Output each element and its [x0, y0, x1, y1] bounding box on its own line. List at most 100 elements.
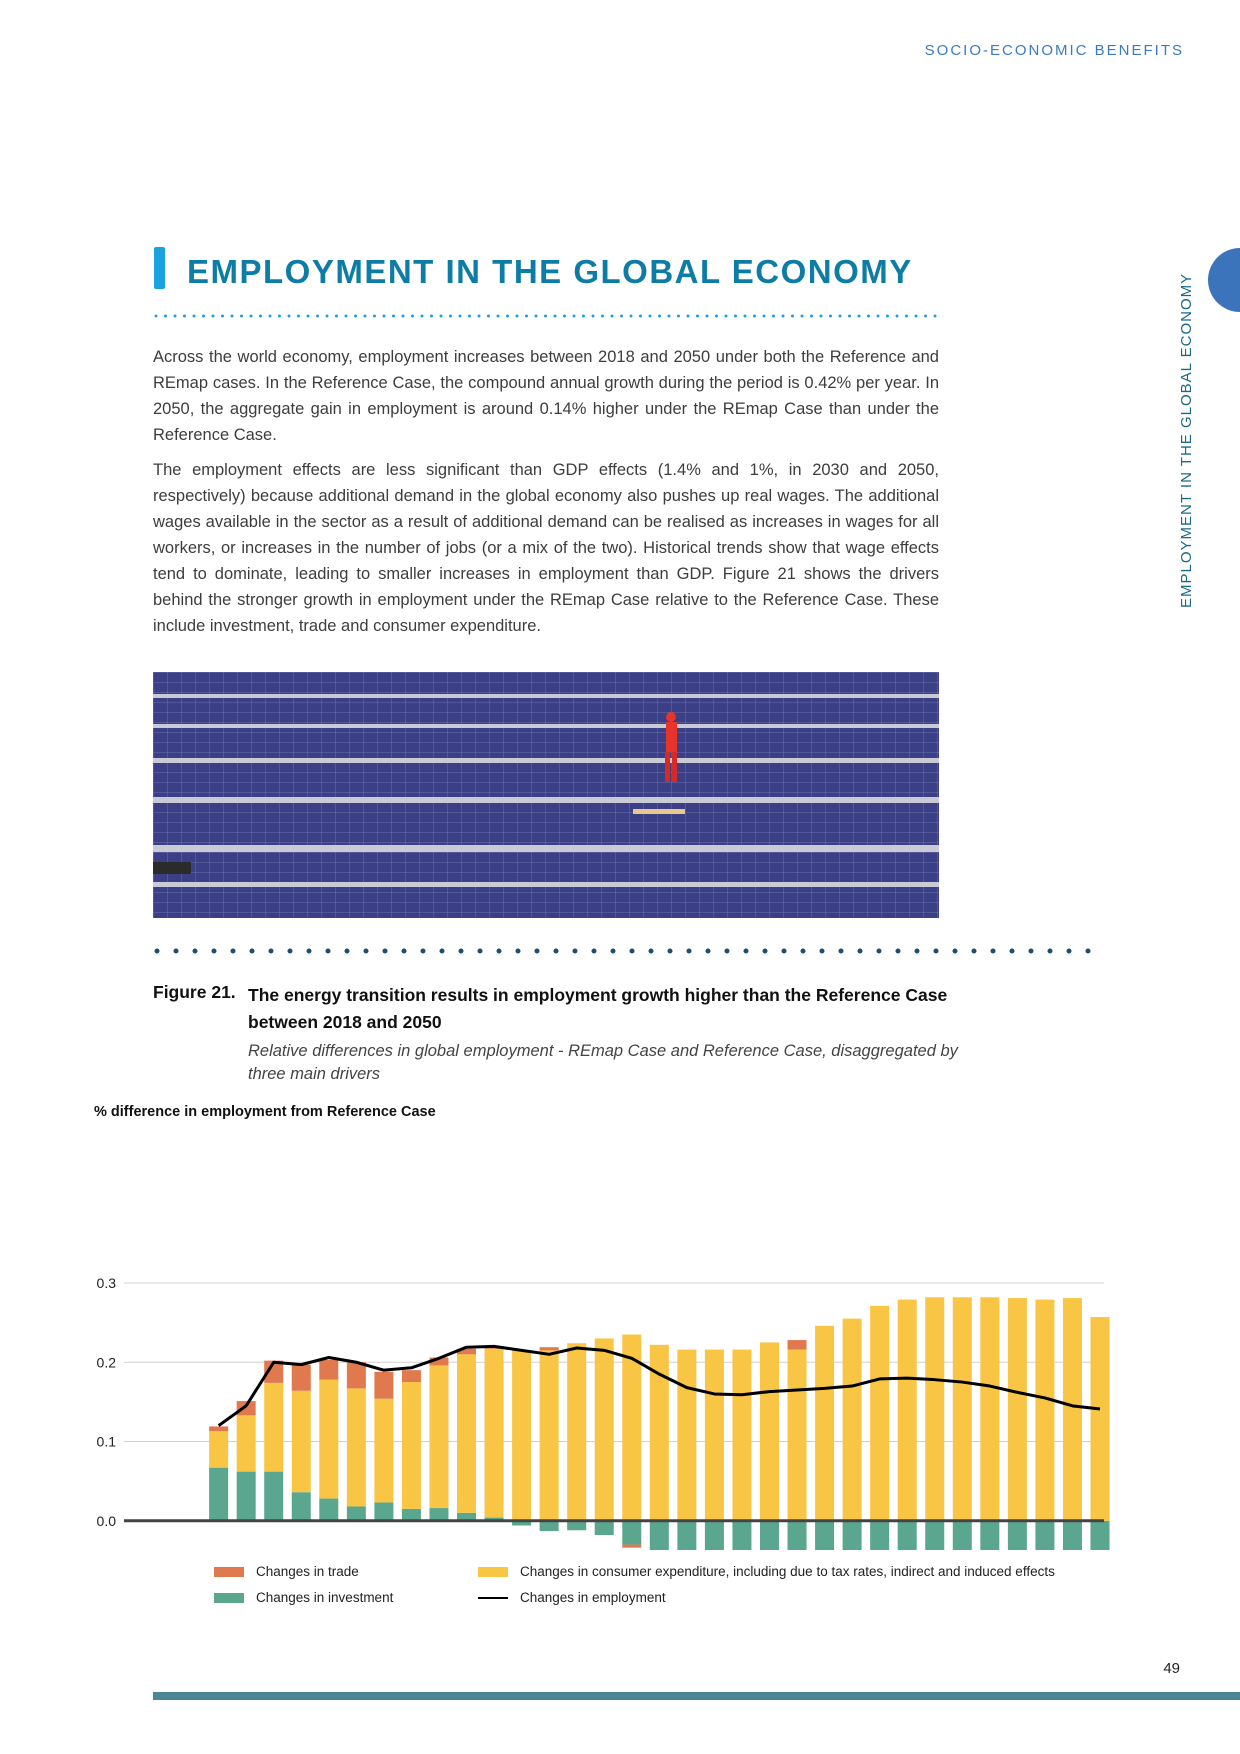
bar-segment [567, 1520, 587, 1531]
bar-segment [264, 1360, 284, 1383]
bar-segment [346, 1362, 366, 1389]
legend-item-consumer: Changes in consumer expenditure, includi… [478, 1564, 1055, 1579]
bar-segment [842, 1520, 862, 1550]
bar-segment [677, 1520, 697, 1550]
bar-segment [539, 1347, 559, 1351]
legend-label-employment: Changes in employment [520, 1590, 666, 1605]
bar-segment [787, 1349, 807, 1521]
bar-segment [594, 1338, 614, 1521]
bar-segment [374, 1398, 394, 1503]
employment-line [217, 1344, 1101, 1427]
bar-segment [1090, 1520, 1110, 1550]
bar-segment [594, 1520, 614, 1536]
solar-field-photo [153, 672, 939, 918]
bar-segment [374, 1371, 394, 1399]
bar-segment [401, 1382, 421, 1509]
bar-segment [704, 1520, 724, 1550]
bar-segment [815, 1325, 835, 1521]
bar-segment [732, 1520, 752, 1550]
figure-dotted-divider [154, 948, 1106, 954]
bar-segment [484, 1348, 504, 1518]
legend-swatch-employment [478, 1597, 508, 1600]
bar-segment [539, 1520, 559, 1532]
bar-segment [401, 1370, 421, 1383]
section-header-label: SOCIO-ECONOMIC BENEFITS [924, 42, 1184, 59]
title-accent-bar [154, 247, 165, 289]
bar-segment [704, 1349, 724, 1521]
y-tick-label: 0.0 [97, 1513, 117, 1529]
bar-segment [291, 1390, 311, 1493]
bar-segment [1007, 1520, 1027, 1550]
bar-segment [319, 1379, 339, 1499]
bar-segment [209, 1431, 229, 1468]
legend-swatch-investment [214, 1593, 244, 1604]
bar-segment [1062, 1298, 1082, 1521]
bar-segment [980, 1520, 1000, 1550]
chart-employment-line [217, 1344, 1101, 1427]
legend-label-consumer: Changes in consumer expenditure, includi… [520, 1564, 1055, 1579]
y-tick-label: 0.2 [97, 1354, 117, 1370]
bar-segment [1007, 1298, 1027, 1521]
bar-segment [649, 1520, 669, 1550]
title-dotted-divider [154, 314, 943, 318]
bar-segment [622, 1334, 642, 1521]
legend-swatch-trade [214, 1567, 244, 1578]
bar-segment [925, 1520, 945, 1550]
bar-segment [291, 1364, 311, 1391]
bar-segment [457, 1348, 477, 1355]
legend-swatch-consumer [478, 1567, 508, 1578]
bar-segment [374, 1502, 394, 1521]
figure-title: The energy transition results in employm… [248, 985, 948, 1032]
bar-segment [236, 1415, 256, 1472]
paragraph-1: Across the world economy, employment inc… [153, 348, 939, 444]
bar-segment [429, 1357, 449, 1366]
bar-segment [870, 1305, 890, 1521]
bar-segment [264, 1471, 284, 1521]
bar-segment [870, 1520, 890, 1550]
bar-segment [622, 1520, 642, 1545]
page-number: 49 [1163, 1660, 1180, 1677]
bar-segment [1062, 1520, 1082, 1550]
bar-segment [319, 1359, 339, 1380]
y-axis-title: % difference in employment from Referenc… [94, 1104, 436, 1120]
bar-segment [209, 1467, 229, 1521]
bar-segment [897, 1299, 917, 1521]
bar-segment [787, 1340, 807, 1350]
bar-segment [512, 1520, 532, 1526]
bar-segment [759, 1342, 779, 1521]
bar-segment [236, 1401, 256, 1416]
bar-segment [429, 1508, 449, 1521]
bar-segment [925, 1297, 945, 1521]
chart-y-ticks: 0.30.20.10.0-0.1 [97, 1275, 117, 1529]
bar-segment [346, 1388, 366, 1507]
bar-segment [897, 1520, 917, 1550]
bar-segment [649, 1344, 669, 1521]
legend-item-trade: Changes in trade [214, 1564, 359, 1579]
bar-segment [622, 1544, 642, 1548]
bar-segment [209, 1426, 229, 1432]
bar-segment [429, 1365, 449, 1509]
worker-figure [665, 712, 677, 782]
bar-segment [457, 1512, 477, 1521]
bar-segment [842, 1318, 862, 1521]
bar-segment [236, 1471, 256, 1521]
legend-label-trade: Changes in trade [256, 1564, 359, 1579]
bar-segment [512, 1350, 532, 1521]
legend-label-investment: Changes in investment [256, 1590, 394, 1605]
bar-segment [1035, 1520, 1055, 1550]
bar-segment [1090, 1317, 1110, 1521]
side-chapter-label: EMPLOYMENT IN THE GLOBAL ECONOMY [1178, 272, 1195, 608]
bar-segment [291, 1492, 311, 1521]
footer-bar [153, 1692, 1240, 1700]
page-title: EMPLOYMENT IN THE GLOBAL ECONOMY [187, 253, 913, 290]
bar-segment [264, 1382, 284, 1472]
y-tick-label: 0.3 [97, 1275, 117, 1291]
chart-bars [209, 1297, 1110, 1550]
bar-segment [457, 1354, 477, 1513]
bar-segment [484, 1517, 504, 1521]
legend-item-investment: Changes in investment [214, 1590, 393, 1605]
figure-number: Figure 21. [153, 982, 236, 1002]
employment-chart: 0.30.20.10.0-0.1 20152020202520302035204… [97, 1275, 1110, 1550]
legend-item-employment: Changes in employment [478, 1590, 666, 1605]
bar-segment [952, 1520, 972, 1550]
